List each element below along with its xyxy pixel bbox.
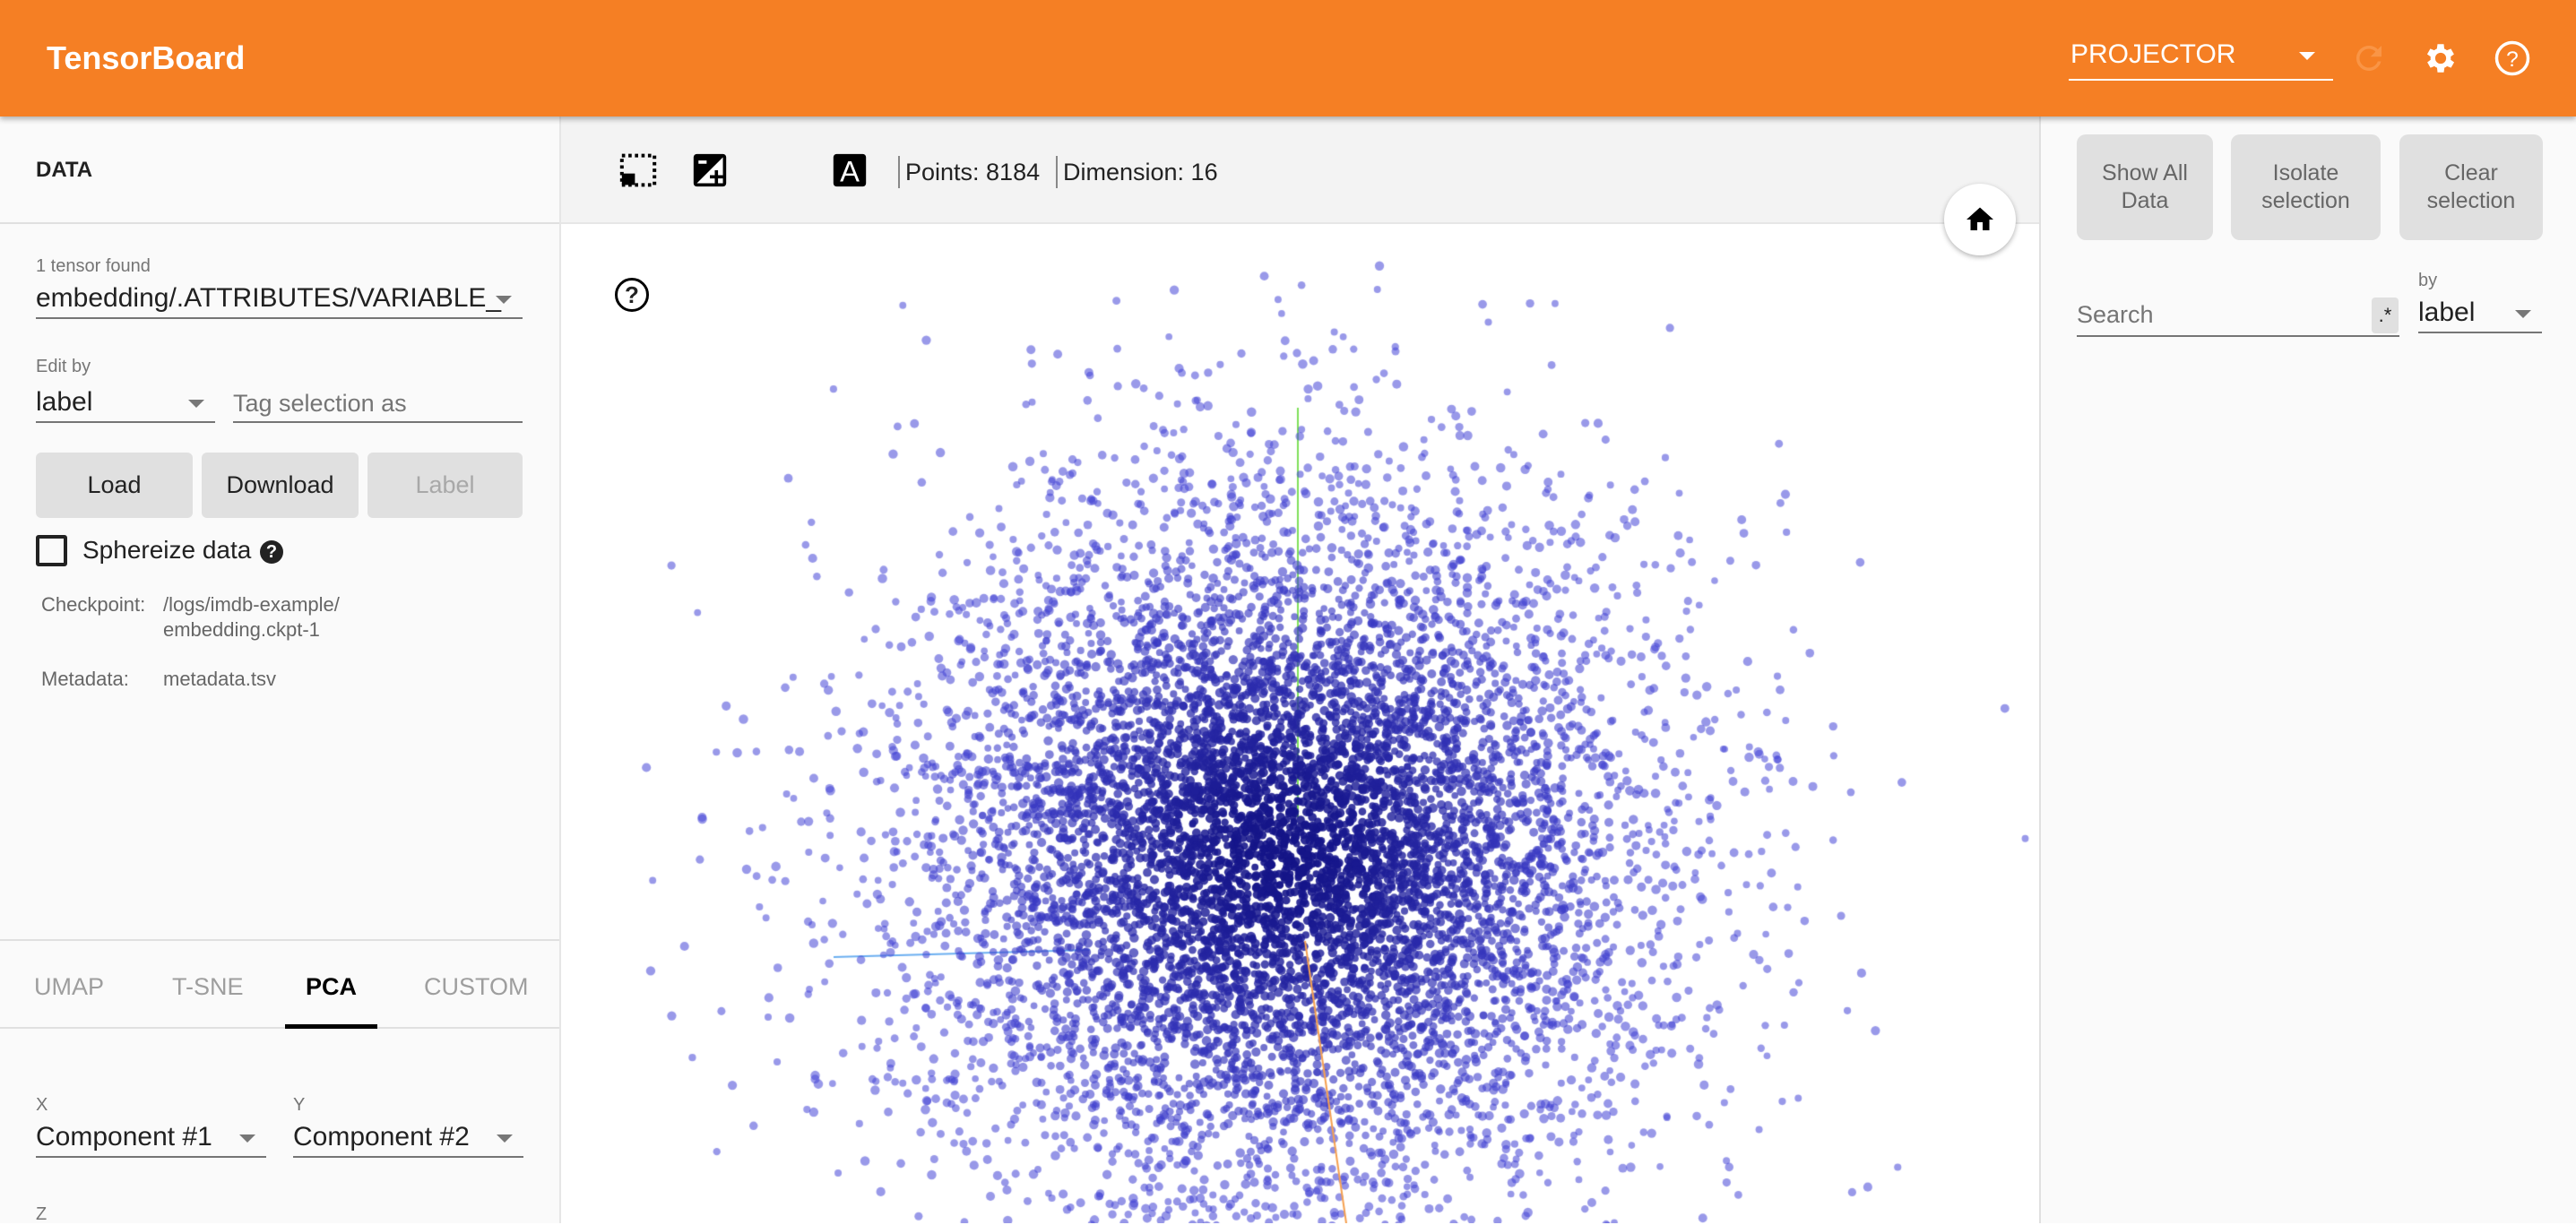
metadata-label: Metadata: [41,668,129,690]
contrast-icon[interactable] [764,152,803,188]
refresh-icon[interactable] [2350,39,2388,77]
download-button[interactable]: Download [202,453,359,518]
sphereize-label: Sphereize data [82,536,252,564]
y-label: Y [293,1095,306,1115]
svg-text:?: ? [2506,47,2519,72]
app-header: TensorBoard PROJECTOR ? [0,0,2576,116]
tag-selection-input[interactable] [233,385,523,423]
label-button[interactable]: Label [367,453,523,518]
chevron-down-icon [496,296,512,304]
x-label: X [36,1095,48,1115]
checkpoint-path-1: /logs/imdb-example/ [163,593,340,616]
reset-view-button[interactable] [1944,184,2016,255]
svg-text:A: A [840,155,860,188]
edit-by-value: label [36,387,93,417]
search-by-label: by [2418,271,2438,290]
x-component-select[interactable]: Component #1 [36,1120,266,1158]
show-all-data-button[interactable]: Show All Data [2077,134,2213,240]
tab-tsne[interactable]: T-SNE [172,973,244,1000]
chevron-down-icon [188,400,204,408]
sphereize-checkbox[interactable] [36,535,67,566]
projector-view: A Points: 8184 Dimension: 16 ? [561,116,2039,1223]
point-cloud-canvas[interactable] [561,226,2039,1223]
projection-tabs: UMAP T-SNE PCA CUSTOM [0,939,559,1029]
app-title: TensorBoard [47,39,246,76]
chevron-down-icon [497,1134,513,1143]
inspector-panel: Show All Data Isolate selection Clear se… [2039,116,2576,1223]
tab-pca[interactable]: PCA [306,973,358,1000]
edit-by-label: Edit by [36,357,91,376]
tensor-count: 1 tensor found [36,256,151,276]
tab-custom[interactable]: CUSTOM [424,973,529,1000]
clear-selection-button[interactable]: Clear selection [2399,134,2543,240]
viewer-toolbar: A Points: 8184 Dimension: 16 [561,116,2039,224]
data-panel-title: DATA [36,158,93,182]
isolate-selection-button[interactable]: Isolate selection [2231,134,2381,240]
y-component-select[interactable]: Component #2 [293,1120,523,1158]
selection-icon[interactable] [618,152,658,188]
metadata-file: metadata.tsv [163,668,276,690]
checkpoint-label: Checkpoint: [41,593,146,616]
points-count: Points: 8184 [898,156,1040,188]
dimension-count: Dimension: 16 [1056,156,1218,188]
load-button[interactable]: Load [36,453,193,518]
x-component-value: Component #1 [36,1122,212,1152]
chevron-down-icon [2299,52,2315,60]
search-by-value: label [2418,298,2476,327]
night-mode-icon[interactable] [690,152,730,188]
settings-icon[interactable] [2422,39,2459,77]
checkpoint-path-2: embedding.ckpt-1 [163,618,320,641]
tab-umap[interactable]: UMAP [34,973,105,1000]
active-tab-indicator [285,1024,377,1029]
help-icon[interactable]: ? [2494,39,2531,77]
data-panel: DATA 1 tensor found embedding/.ATTRIBUTE… [0,116,561,1224]
search-input[interactable] [2077,294,2399,337]
help-circle-icon[interactable]: ? [260,540,283,564]
plugin-select[interactable]: PROJECTOR [2069,36,2333,81]
tensor-select-value: embedding/.ATTRIBUTES/VARIABLE_ [36,283,502,313]
home-icon [1967,207,1993,230]
search-by-select[interactable]: label [2418,296,2542,333]
labels-icon[interactable]: A [830,152,869,188]
tensor-select[interactable]: embedding/.ATTRIBUTES/VARIABLE_ [36,281,523,319]
edit-by-select[interactable]: label [36,385,215,423]
chevron-down-icon [2515,310,2531,318]
regex-toggle[interactable]: .* [2372,298,2399,333]
z-label: Z [36,1204,48,1224]
y-component-value: Component #2 [293,1122,470,1152]
chevron-down-icon [239,1134,255,1143]
plugin-select-value: PROJECTOR [2070,39,2236,69]
